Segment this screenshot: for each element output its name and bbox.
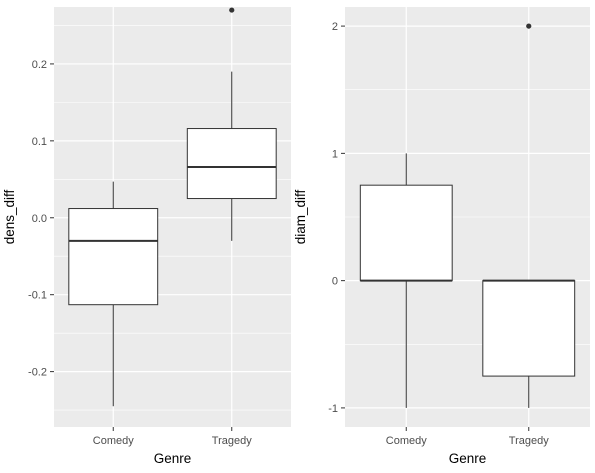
x-tick-label: Comedy [386, 435, 427, 447]
outlier-point [526, 23, 532, 29]
box-body [359, 184, 453, 282]
box-body [68, 208, 159, 306]
panel-1: -0.2 -0.1 0.0 0.1 0.2 Comedy Tragedy Genre dens_… [2, 7, 291, 466]
box-body [482, 280, 576, 377]
outlier-point [229, 7, 235, 13]
box-tragedy [186, 7, 277, 241]
y-tick-label: 0 [332, 276, 338, 288]
box-comedy [359, 153, 453, 408]
y-tick-label: 1 [332, 148, 338, 160]
x-axis-title: Genre [154, 451, 192, 466]
y-tick-label: 2 [332, 21, 338, 33]
y-axis-title: diam_diff [293, 189, 308, 244]
x-axis-title: Genre [449, 451, 487, 466]
x-tick-label: Tragedy [212, 435, 252, 447]
y-tick-label: 0.1 [32, 136, 47, 148]
box-body [186, 128, 277, 200]
box-tragedy [482, 23, 576, 408]
x-tick-label: Comedy [93, 435, 134, 447]
x-tick-label: Tragedy [509, 435, 549, 447]
panel-2: -1 0 1 2 Comedy Tragedy Genre diam_diff [293, 7, 590, 466]
box-comedy [68, 181, 159, 407]
y-axis-title: dens_diff [2, 189, 17, 244]
y-tick-label: -0.2 [28, 367, 47, 379]
y-tick-label: -1 [328, 403, 338, 415]
y-tick-label: -0.1 [28, 290, 47, 302]
y-tick-label: 0.2 [32, 59, 47, 71]
y-tick-label: 0.0 [32, 213, 47, 225]
